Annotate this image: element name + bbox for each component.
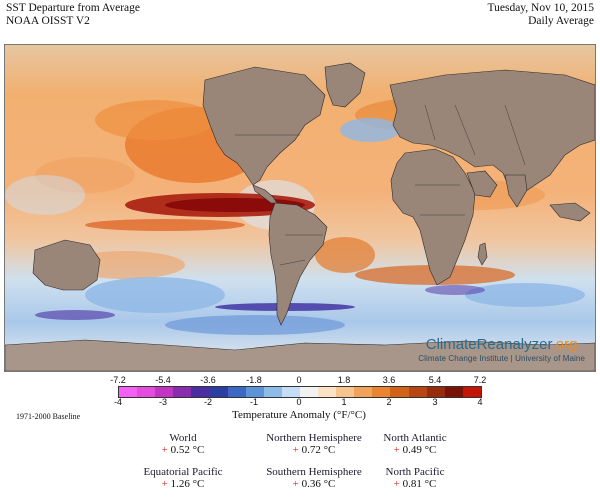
stat-value: 0.81 °C	[402, 478, 437, 490]
country-borders	[235, 104, 526, 266]
colorbar-swatch	[137, 387, 156, 397]
colorbar-swatch	[227, 387, 246, 397]
colorbar-swatch	[119, 387, 138, 397]
world-map-svg	[5, 45, 595, 371]
dataset-name: NOAA OISST V2	[6, 15, 90, 27]
colorbar-swatch	[462, 387, 481, 397]
scale-label-c: -1	[249, 397, 258, 407]
maritime-southeast-asia	[549, 202, 591, 222]
scale-label-c: 3	[432, 397, 438, 407]
scale-label-f: 3.6	[382, 375, 396, 385]
scale-label-f: 5.4	[428, 375, 442, 385]
colorbar-swatch	[444, 387, 463, 397]
scale-label-f: 0	[296, 375, 302, 385]
sst-anomaly-map: ClimateReanalyzer.org Climate Change Ins…	[4, 44, 596, 372]
colorbar-swatch	[245, 387, 264, 397]
map-header-right: Tuesday, Nov 10, 2015 Daily Average	[488, 2, 595, 28]
scale-label-c: 2	[386, 397, 392, 407]
north-america	[202, 66, 326, 186]
stats-column-2: Northern Hemisphere + 0.72 °C Southern H…	[234, 432, 394, 500]
stat-equatorial-pacific: Equatorial Pacific + 1.26 °C	[118, 466, 248, 500]
stat-label: Southern Hemisphere	[266, 466, 362, 478]
map-date: Tuesday, Nov 10, 2015	[487, 2, 595, 14]
greenland	[324, 62, 366, 108]
stat-label: North Atlantic	[383, 432, 447, 444]
scale-label-c: -2	[203, 397, 212, 407]
colorbar-swatch	[318, 387, 337, 397]
colorbar-swatch	[263, 387, 282, 397]
stat-sign: +	[292, 444, 299, 456]
scale-label-c: -3	[158, 397, 167, 407]
stat-sign: +	[393, 444, 400, 456]
stat-sign: +	[161, 478, 168, 490]
africa	[390, 148, 476, 286]
stat-north-atlantic: North Atlantic + 0.49 °C	[355, 432, 475, 466]
brand-name: ClimateReanalyzer	[425, 336, 552, 353]
stat-label: Equatorial Pacific	[143, 466, 223, 478]
stat-label: World	[169, 432, 197, 444]
stat-world: World + 0.52 °C	[118, 432, 248, 466]
scale-label-c: 1	[341, 397, 347, 407]
scale-title: Temperature Anomaly (°F/°C)	[232, 409, 366, 421]
arabian-peninsula	[466, 170, 498, 198]
colorbar-swatch	[209, 387, 228, 397]
land-masses	[5, 62, 595, 371]
stat-value: 0.72 °C	[301, 444, 336, 456]
south-america	[268, 202, 328, 326]
scale-label-c: 4	[477, 397, 483, 407]
stat-value: 0.49 °C	[402, 444, 437, 456]
colorbar-swatch	[173, 387, 192, 397]
stat-value: 1.26 °C	[170, 478, 205, 490]
stats-column-1: World + 0.52 °C Equatorial Pacific + 1.2…	[118, 432, 248, 500]
map-period: Daily Average	[528, 15, 594, 27]
map-header-left: SST Departure from Average NOAA OISST V2	[6, 2, 140, 28]
colorbar-swatch	[354, 387, 373, 397]
brand-subtitle: Climate Change Institute | University of…	[418, 354, 585, 363]
color-scale: -7.2 -5.4 -3.6 -1.8 0 1.8 3.6 5.4 7.2 -4…	[0, 372, 600, 422]
australia	[32, 239, 101, 291]
scale-label-f: -3.6	[200, 375, 216, 385]
antarctica	[5, 339, 595, 371]
stat-value: 0.52 °C	[170, 444, 205, 456]
stat-label: North Pacific	[385, 466, 445, 478]
stat-sign: +	[161, 444, 168, 456]
stat-value: 0.36 °C	[301, 478, 336, 490]
colorbar-swatch	[281, 387, 300, 397]
scale-label-c: -4	[113, 397, 122, 407]
colorbar-swatch	[336, 387, 355, 397]
scale-label-f: 7.2	[473, 375, 487, 385]
colorbar-swatch	[390, 387, 409, 397]
colorbar-swatch	[426, 387, 445, 397]
colorbar	[118, 386, 482, 398]
colorbar-swatch	[191, 387, 210, 397]
stat-sign: +	[393, 478, 400, 490]
madagascar	[477, 242, 488, 266]
scale-label-c: 0	[296, 397, 302, 407]
stats-column-3: North Atlantic + 0.49 °C North Pacific +…	[355, 432, 475, 500]
colorbar-swatch	[155, 387, 174, 397]
brand-suffix: .org	[551, 336, 578, 353]
stat-label: Northern Hemisphere	[266, 432, 362, 444]
central-america	[252, 184, 278, 204]
stat-north-pacific: North Pacific + 0.81 °C	[355, 466, 475, 500]
map-title: SST Departure from Average	[6, 2, 141, 14]
indian-subcontinent	[504, 174, 528, 208]
scale-label-f: -1.8	[246, 375, 262, 385]
scale-label-f: -7.2	[110, 375, 126, 385]
stat-northern-hemisphere: Northern Hemisphere + 0.72 °C	[234, 432, 394, 466]
colorbar-swatch	[408, 387, 427, 397]
scale-label-f: 1.8	[337, 375, 351, 385]
stat-sign: +	[292, 478, 299, 490]
colorbar-swatch	[372, 387, 391, 397]
colorbar-swatch	[299, 387, 319, 397]
scale-label-f: -5.4	[155, 375, 171, 385]
baseline-note: 1971-2000 Baseline	[16, 412, 81, 421]
stat-southern-hemisphere: Southern Hemisphere + 0.36 °C	[234, 466, 394, 500]
climate-reanalyzer-brand: ClimateReanalyzer.org Climate Change Ins…	[418, 336, 585, 363]
